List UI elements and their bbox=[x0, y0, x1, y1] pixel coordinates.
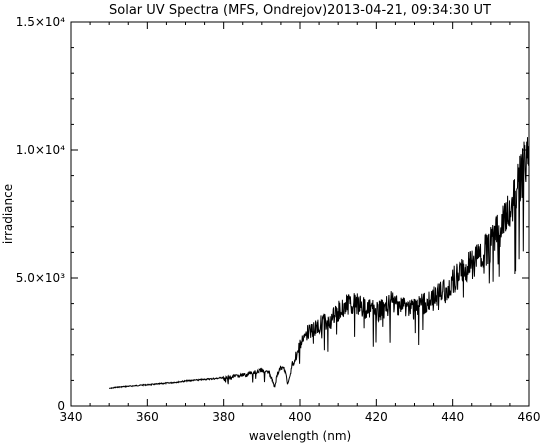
spectrum-series-line bbox=[109, 137, 530, 390]
y-tick-label: 0 bbox=[57, 399, 65, 413]
x-tick-label: 400 bbox=[289, 410, 312, 424]
y-tick-label: 5.0×10³ bbox=[16, 271, 65, 285]
x-tick-label: 440 bbox=[441, 410, 464, 424]
y-tick-label: 1.0×10⁴ bbox=[16, 143, 65, 157]
y-axis: 0 5.0×10³ 1.0×10⁴ 1.5×10⁴ bbox=[16, 15, 529, 413]
x-tick-label: 420 bbox=[365, 410, 388, 424]
y-tick-label: 1.5×10⁴ bbox=[16, 15, 65, 29]
x-tick-label: 380 bbox=[212, 410, 235, 424]
x-axis: 340 360 380 400 420 440 460 bbox=[60, 22, 541, 424]
x-axis-label: wavelength (nm) bbox=[249, 429, 351, 443]
y-axis-label: irradiance bbox=[1, 184, 15, 244]
x-tick-label: 460 bbox=[518, 410, 541, 424]
x-tick-label: 360 bbox=[136, 410, 159, 424]
chart-title: Solar UV Spectra (MFS, Ondrejov)2013-04-… bbox=[109, 3, 491, 18]
x-tick-label: 340 bbox=[60, 410, 83, 424]
